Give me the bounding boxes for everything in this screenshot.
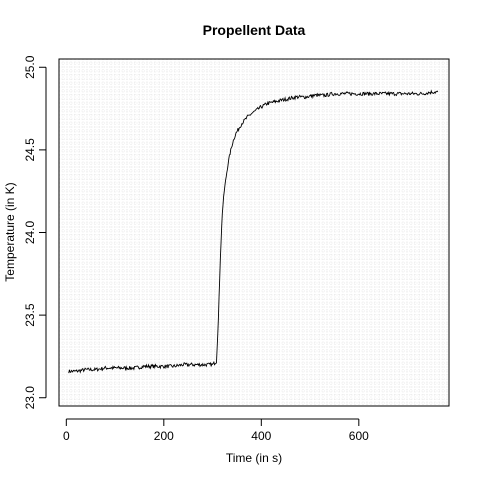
y-tick-label: 24.5: [23, 138, 37, 162]
y-tick-label: 25.0: [23, 55, 37, 79]
x-tick-label: 200: [154, 429, 174, 443]
grid: [59, 59, 449, 406]
y-tick-label: 23.5: [23, 303, 37, 327]
axes: 0 200 400 600 23.0 23.5 24.0 24.5 25.0: [23, 55, 369, 443]
x-tick-label: 400: [251, 429, 271, 443]
chart-title: Propellent Data: [203, 22, 306, 38]
series-layer: [68, 89, 439, 374]
x-axis-label: Time (in s): [226, 451, 282, 465]
x-tick-label: 0: [63, 429, 70, 443]
temperature-series-line: [68, 89, 439, 374]
y-tick-label: 23.0: [23, 386, 37, 410]
plot-frame: [58, 58, 450, 407]
y-tick-label: 24.0: [23, 220, 37, 244]
x-tick-label: 600: [349, 429, 369, 443]
y-axis-label: Temperature (in K): [3, 182, 17, 281]
